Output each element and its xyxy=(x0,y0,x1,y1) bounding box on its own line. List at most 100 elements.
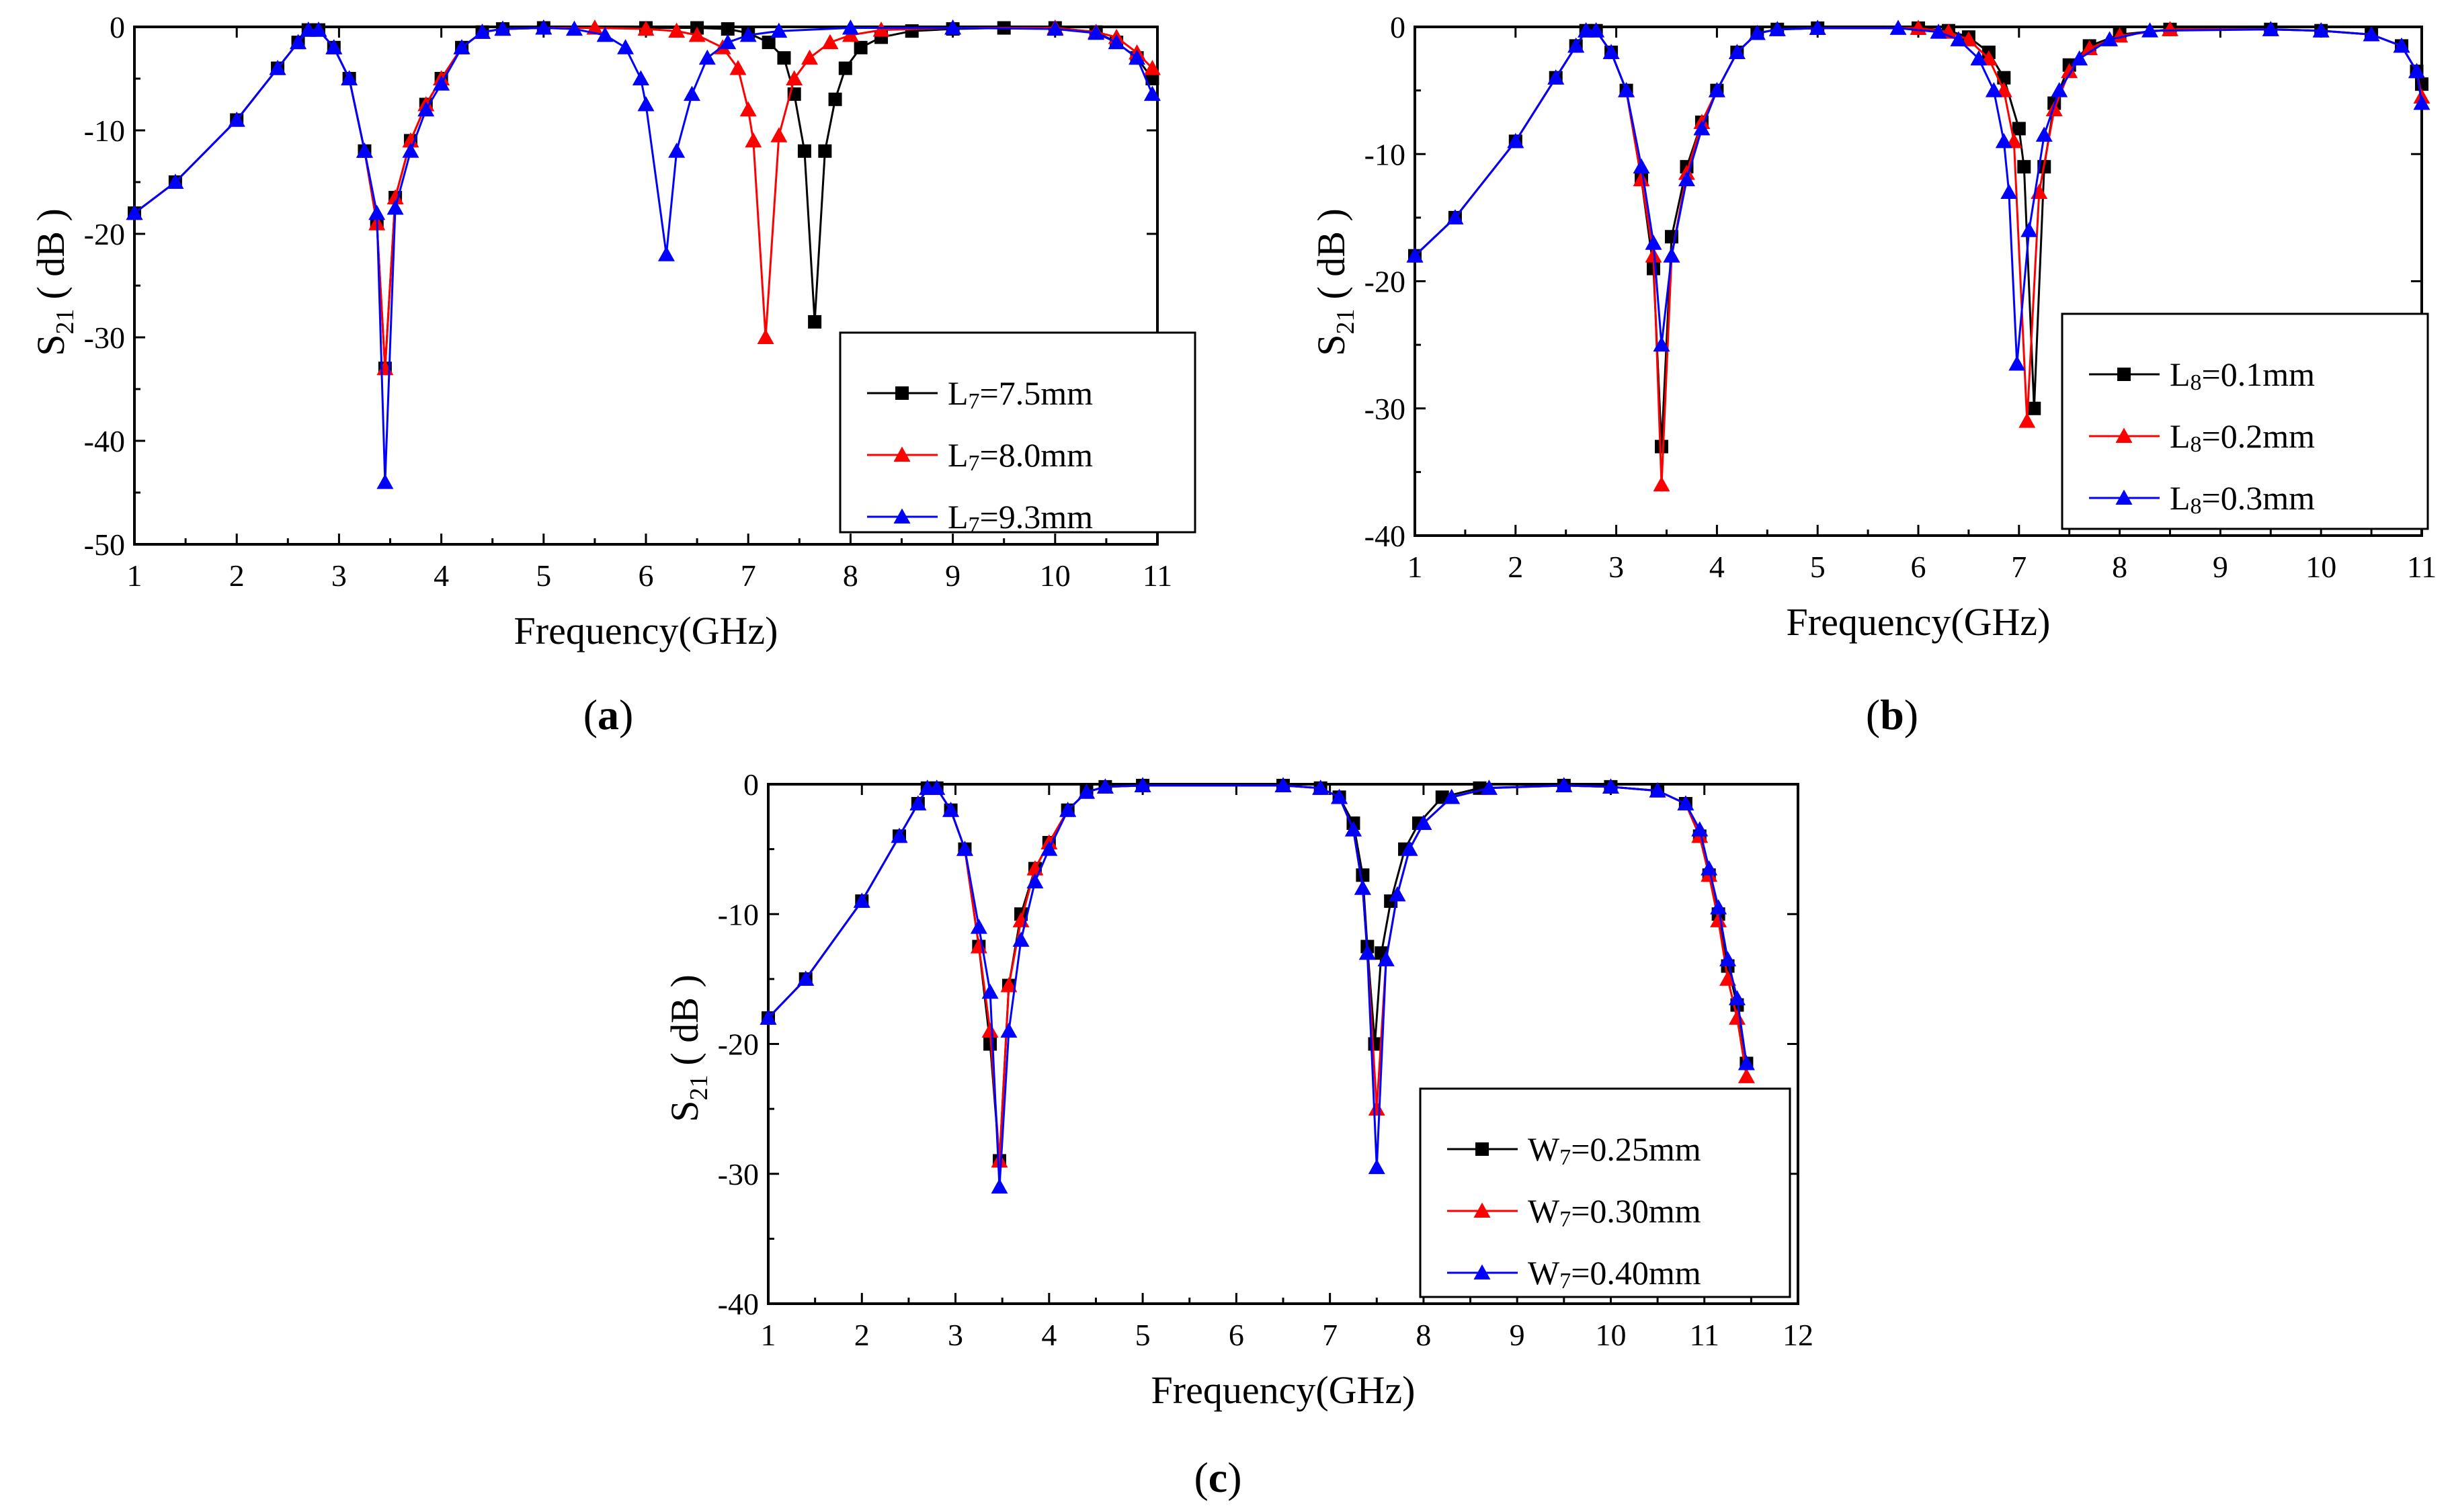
data-point xyxy=(1000,1022,1018,1038)
legend-item: W7=0.25mm xyxy=(1447,1130,1701,1170)
data-point xyxy=(2045,101,2063,117)
data-point xyxy=(1995,132,2012,149)
legend-item: W7=0.40mm xyxy=(1447,1254,1701,1294)
data-point xyxy=(402,142,419,158)
legend-label: L8=0.1mm xyxy=(2170,355,2315,395)
data-point xyxy=(433,75,450,91)
data-point xyxy=(1737,1054,1755,1070)
series-3 xyxy=(126,19,1161,489)
y-tick-label: -40 xyxy=(84,424,125,458)
data-point xyxy=(1985,82,2002,97)
data-point xyxy=(1507,132,1524,149)
legend-label-sub: 7 xyxy=(1559,1207,1571,1232)
x-tick-label: 4 xyxy=(1041,1318,1057,1352)
y-axis-label-sub: 21 xyxy=(685,1075,713,1101)
data-point xyxy=(729,60,747,75)
legend-label-sub: 8 xyxy=(2191,370,2202,395)
data-point xyxy=(1078,784,1096,799)
legend-label-post: =0.30mm xyxy=(1571,1192,1701,1230)
data-point xyxy=(762,36,776,50)
data-point xyxy=(1728,1009,1746,1025)
legend-label: L8=0.3mm xyxy=(2170,479,2315,519)
legend-label: L7=7.5mm xyxy=(948,374,1093,414)
data-point xyxy=(1274,777,1292,792)
data-point xyxy=(1618,82,1635,97)
x-tick-label: 11 xyxy=(1690,1318,1719,1352)
y-axis-label: S21 ( dB ) xyxy=(29,208,79,356)
data-point xyxy=(1358,944,1376,960)
data-point xyxy=(1602,44,1620,59)
legend-label-sub: 8 xyxy=(2191,494,2202,519)
legend-item: L7=8.0mm xyxy=(867,436,1093,476)
data-point xyxy=(473,24,491,39)
x-tick-label: 4 xyxy=(1709,550,1725,584)
data-point xyxy=(818,144,832,158)
x-tick-label: 11 xyxy=(1143,558,1172,593)
data-point xyxy=(126,204,143,220)
data-point xyxy=(2020,222,2038,237)
chart-panel-c: 1 2 3 4 5 6 7 8 9 10 11 120-10-20-30-40Frequency(GH… xyxy=(663,767,1813,1501)
legend-label-pre: L xyxy=(948,498,969,536)
data-point xyxy=(1970,50,1988,66)
data-point xyxy=(1645,235,1662,250)
data-point xyxy=(683,85,700,101)
data-point xyxy=(637,96,655,112)
data-point xyxy=(1446,209,1464,224)
data-point xyxy=(1748,24,1766,40)
data-point xyxy=(1633,158,1650,174)
data-point xyxy=(1809,19,1826,35)
data-point xyxy=(688,26,706,42)
y-tick-label: -10 xyxy=(84,114,125,148)
x-axis-label: Frequency(GHz) xyxy=(1151,1368,1416,1412)
data-point xyxy=(1368,1159,1385,1175)
data-point xyxy=(1415,814,1432,830)
x-tick-label: 2 xyxy=(1508,550,1523,584)
panel-label-open: ( xyxy=(583,691,598,739)
data-point xyxy=(698,49,716,65)
data-point xyxy=(586,19,604,35)
legend-label: L7=8.0mm xyxy=(948,436,1093,476)
data-point xyxy=(991,1152,1008,1168)
legend-item: L8=0.3mm xyxy=(2089,479,2315,519)
legend-item: L7=7.5mm xyxy=(867,374,1093,414)
legend-label: L8=0.2mm xyxy=(2170,417,2315,457)
data-point xyxy=(535,19,553,35)
x-tick-label: 9 xyxy=(2213,550,2228,584)
x-tick-label: 8 xyxy=(843,558,858,593)
data-point xyxy=(167,173,184,189)
x-tick-label: 3 xyxy=(948,1318,963,1352)
data-point xyxy=(228,112,245,127)
y-tick-label: -30 xyxy=(718,1157,759,1191)
legend-label: W7=0.40mm xyxy=(1528,1254,1701,1294)
data-point xyxy=(1389,886,1406,902)
data-point xyxy=(2000,183,2018,200)
data-point xyxy=(1547,69,1565,85)
legend-label-pre: W xyxy=(1528,1130,1560,1168)
y-tick-label: -20 xyxy=(1364,265,1405,299)
data-point xyxy=(1663,247,1680,263)
data-point xyxy=(2017,160,2031,174)
legend-swatch-marker xyxy=(893,508,911,523)
y-tick-label: -10 xyxy=(1364,137,1405,171)
legend-swatch-marker xyxy=(2117,368,2131,381)
data-point xyxy=(2141,22,2159,38)
x-axis-label: Frequency(GHz) xyxy=(514,609,778,653)
legend-swatch-marker xyxy=(1473,1202,1491,1218)
data-point xyxy=(2008,355,2026,371)
data-point xyxy=(1567,37,1585,53)
panel-label: (c) xyxy=(1194,1454,1241,1501)
legend-label-pre: W xyxy=(1528,1254,1560,1292)
y-axis-label-main: S xyxy=(663,1101,706,1122)
data-point xyxy=(1145,72,1159,85)
data-point xyxy=(770,127,788,142)
data-point xyxy=(1096,778,1114,794)
data-point xyxy=(1134,777,1151,792)
data-point xyxy=(596,26,614,42)
data-point xyxy=(757,329,774,344)
x-tick-label: 2 xyxy=(854,1318,870,1352)
legend-label-post: =9.3mm xyxy=(980,498,1094,536)
data-point xyxy=(2162,21,2178,36)
data-point xyxy=(668,22,686,38)
x-tick-label: 5 xyxy=(1810,550,1826,584)
